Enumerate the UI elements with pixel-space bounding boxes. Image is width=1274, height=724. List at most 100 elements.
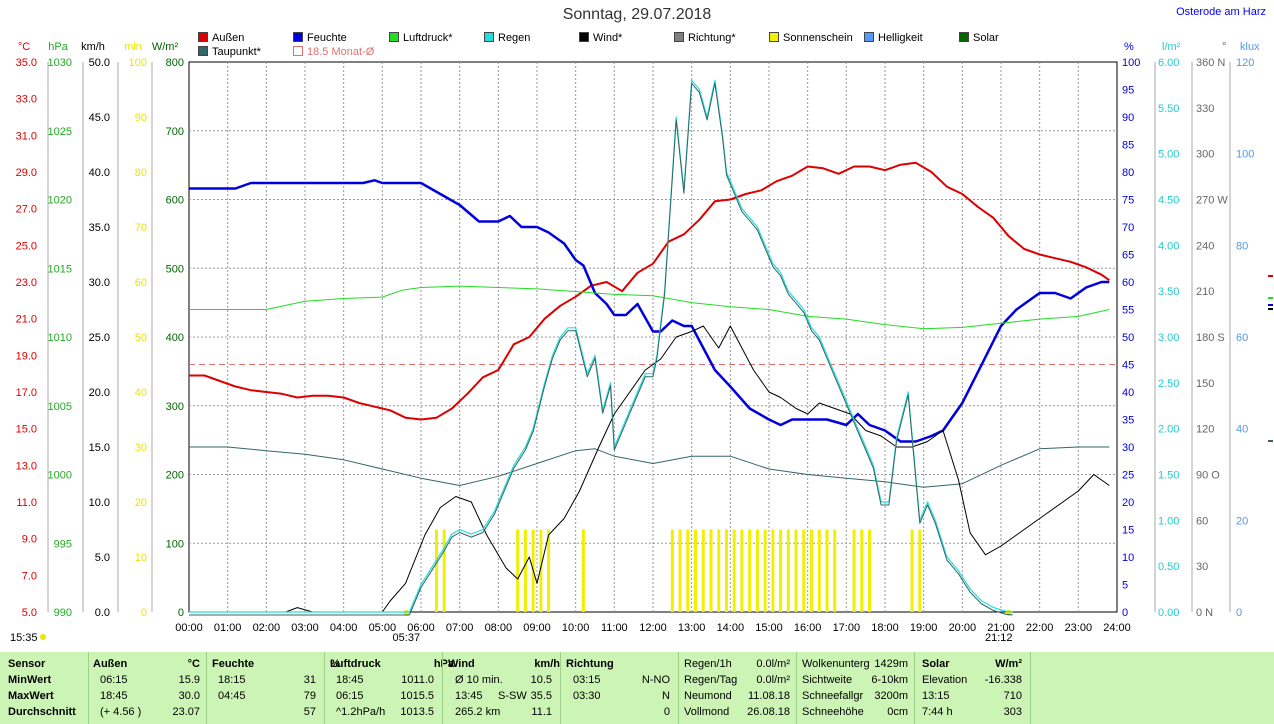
deg-axis-unit: ° [1222, 41, 1226, 53]
temp-tick: 19.0 [16, 350, 37, 362]
sunshine-bar [670, 529, 674, 612]
time-tick: 09:00 [523, 622, 551, 634]
klux-tick: 20 [1236, 515, 1248, 527]
stats-divider [1030, 652, 1031, 724]
time-tick: 04:00 [330, 622, 358, 634]
pct-tick: 65 [1122, 250, 1134, 262]
stats-extra-value: 3200m [874, 690, 908, 702]
deg-tick: 360 N [1196, 57, 1225, 69]
time-tick: 16:00 [794, 622, 822, 634]
sunshine-bar [717, 529, 721, 612]
deg-tick: 0 N [1196, 607, 1213, 619]
pct-tick: 55 [1122, 305, 1134, 317]
pct-tick: 100 [1122, 57, 1140, 69]
wm2-tick: 500 [166, 263, 184, 275]
stats-aussen-time: 18:45 [100, 690, 128, 702]
temp-tick: 13.0 [16, 460, 37, 472]
lm2-tick: 4.00 [1158, 240, 1179, 252]
current-time-sun-icon [40, 634, 46, 640]
stats-extra-value: 0.0l/m² [756, 674, 790, 686]
stats-extra-label: Vollmond [684, 706, 730, 718]
edge-marker [1268, 297, 1273, 299]
time-tick: 12:00 [639, 622, 667, 634]
wm2-axis-unit: W/m² [152, 41, 179, 53]
legend-item: Helligkeit [864, 32, 923, 44]
sunshine-bar [763, 529, 767, 612]
stats-richtung-value: N [662, 690, 670, 702]
time-tick: 18:00 [871, 622, 899, 634]
sunshine-bar [771, 529, 775, 612]
legend-swatch [198, 32, 208, 42]
stats-header: Luftdruck [330, 658, 381, 670]
stats-row-label: Durchschnitt [8, 706, 76, 718]
pct-tick: 20 [1122, 497, 1134, 509]
pct-tick: 10 [1122, 552, 1134, 564]
time-tick: 00:00 [175, 622, 203, 634]
pct-tick: 60 [1122, 277, 1134, 289]
wm2-tick: 600 [166, 195, 184, 207]
series-regen-shadow-line [189, 82, 1013, 616]
stats-extra-value: 6-10km [871, 674, 908, 686]
pct-tick: 40 [1122, 387, 1134, 399]
kmh-tick: 20.0 [89, 387, 110, 399]
series-taupunkt-line [189, 446, 1110, 488]
pct-tick: 70 [1122, 222, 1134, 234]
hpa-tick: 1025 [48, 126, 72, 138]
time-tick: 14:00 [717, 622, 745, 634]
sunshine-bar [732, 529, 736, 612]
sunshine-bar [868, 529, 872, 612]
time-tick: 03:00 [291, 622, 319, 634]
pct-tick: 5 [1122, 580, 1128, 592]
stats-header: Feuchte [212, 658, 255, 670]
stats-aussen-time: 06:15 [100, 674, 128, 686]
stats-header-unit: °C [187, 658, 200, 670]
sunshine-bar [817, 529, 821, 612]
series-auen-line [189, 161, 1110, 421]
time-tick: 10:00 [562, 622, 590, 634]
stats-header: Wind [448, 658, 475, 670]
stats-extra-label: Elevation [922, 674, 968, 686]
legend-item: Außen [198, 32, 244, 44]
kmh-tick: 40.0 [89, 167, 110, 179]
sunshine-bar [686, 529, 690, 612]
stats-aussen-time: (+ 4.56 ) [100, 706, 142, 718]
legend-label: Wind* [593, 32, 623, 44]
stats-feuchte-value: 79 [303, 690, 316, 702]
min-axis-unit: min [124, 41, 142, 53]
pct-tick: 90 [1122, 112, 1134, 124]
stats-divider [88, 652, 89, 724]
min-tick: 80 [135, 167, 147, 179]
klux-tick: 120 [1236, 57, 1254, 69]
sunshine-bar [833, 529, 837, 612]
lm2-tick: 0.50 [1158, 561, 1179, 573]
legend-item: Solar [959, 32, 999, 44]
stats-extra-label: Sichtweite [802, 674, 853, 686]
temp-tick: 25.0 [16, 240, 37, 252]
sunshine-bar [810, 529, 814, 612]
temp-tick: 5.0 [22, 607, 37, 619]
legend-swatch [769, 32, 779, 42]
min-tick: 100 [129, 57, 147, 69]
pct-tick: 95 [1122, 85, 1134, 97]
stats-druck-value: 1011.0 [401, 674, 434, 686]
stats-druck-value: 1013.5 [400, 706, 434, 718]
temp-tick: 27.0 [16, 204, 37, 216]
min-tick: 60 [135, 277, 147, 289]
wm2-tick: 0 [178, 607, 184, 619]
stats-richtung-time: 03:30 [573, 690, 601, 702]
pct-tick: 15 [1122, 525, 1134, 537]
stats-wind-value: 10.5 [530, 674, 552, 686]
temp-tick: 35.0 [16, 57, 37, 69]
stats-divider [442, 652, 443, 724]
legend-item: Richtung* [674, 32, 736, 44]
legend-swatch [484, 32, 494, 42]
stats-extra-label: Schneefallgr [802, 690, 864, 702]
legend-label: Regen [498, 32, 531, 44]
min-tick: 30 [135, 442, 147, 454]
stats-extra-value: 11.08.18 [747, 690, 790, 702]
time-tick: 21:00 [987, 622, 1015, 634]
deg-tick: 30 [1196, 561, 1208, 573]
sunshine-bar [918, 529, 922, 612]
legend-label: Feuchte [307, 32, 347, 44]
lm2-tick: 1.50 [1158, 470, 1179, 482]
